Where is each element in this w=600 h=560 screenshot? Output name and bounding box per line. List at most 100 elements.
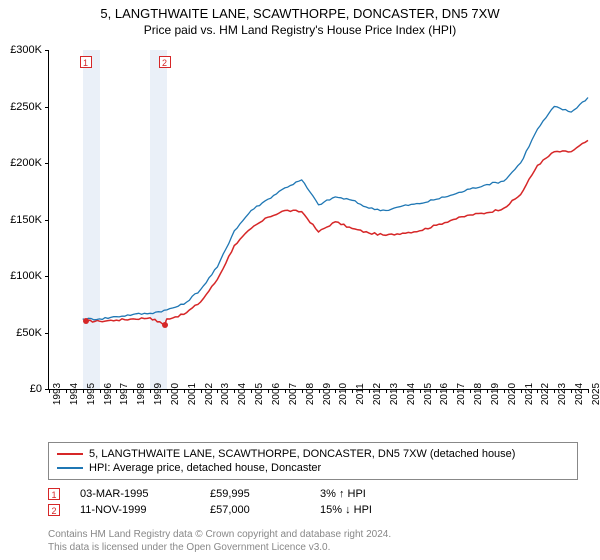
transaction-marker-icon: 2 (48, 504, 60, 516)
y-axis-label: £250K (10, 101, 42, 113)
y-axis-label: £150K (10, 214, 42, 226)
x-axis-label: 2021 (524, 383, 535, 405)
transaction-row: 1 03-MAR-1995 £59,995 3% ↑ HPI (48, 486, 578, 502)
transaction-dot (83, 318, 89, 324)
x-tick (150, 389, 151, 393)
y-tick (45, 107, 49, 108)
x-tick (133, 389, 134, 393)
x-axis-label: 1997 (119, 383, 130, 405)
transaction-row: 2 11-NOV-1999 £57,000 15% ↓ HPI (48, 502, 578, 518)
transaction-price: £57,000 (210, 504, 300, 516)
x-axis-label: 2000 (170, 383, 181, 405)
x-tick (420, 389, 421, 393)
x-axis-label: 2004 (237, 383, 248, 405)
x-axis-label: 2006 (271, 383, 282, 405)
footer-line1: Contains HM Land Registry data © Crown c… (48, 528, 391, 541)
x-tick (167, 389, 168, 393)
transaction-table: 1 03-MAR-1995 £59,995 3% ↑ HPI 2 11-NOV-… (48, 486, 578, 518)
chart-container: 5, LANGTHWAITE LANE, SCAWTHORPE, DONCAST… (0, 0, 600, 560)
x-tick (234, 389, 235, 393)
x-axis-label: 2022 (540, 383, 551, 405)
x-axis-label: 1996 (103, 383, 114, 405)
title-block: 5, LANGTHWAITE LANE, SCAWTHORPE, DONCAST… (0, 0, 600, 37)
x-axis-label: 2003 (220, 383, 231, 405)
x-tick (100, 389, 101, 393)
legend-label-price: 5, LANGTHWAITE LANE, SCAWTHORPE, DONCAST… (89, 448, 515, 460)
x-axis-label: 2020 (507, 383, 518, 405)
x-axis-label: 1993 (52, 383, 63, 405)
chart-subtitle: Price paid vs. HM Land Registry's House … (0, 23, 600, 37)
x-axis-label: 2008 (305, 383, 316, 405)
x-tick (554, 389, 555, 393)
legend-swatch-price (57, 453, 83, 455)
transaction-date: 11-NOV-1999 (80, 504, 190, 516)
transaction-marker: 2 (159, 56, 171, 68)
x-axis-label: 2018 (473, 383, 484, 405)
x-tick (386, 389, 387, 393)
x-axis-label: 2013 (389, 383, 400, 405)
x-tick (116, 389, 117, 393)
transaction-price: £59,995 (210, 488, 300, 500)
series-line (86, 140, 588, 324)
x-tick (403, 389, 404, 393)
x-tick (83, 389, 84, 393)
legend-swatch-hpi (57, 467, 83, 469)
transaction-pct: 3% ↑ HPI (320, 488, 430, 500)
x-axis-label: 2010 (338, 383, 349, 405)
series-line (83, 98, 588, 320)
x-tick (268, 389, 269, 393)
x-axis-label: 1995 (86, 383, 97, 405)
x-axis-label: 1999 (153, 383, 164, 405)
x-tick (571, 389, 572, 393)
x-tick (49, 389, 50, 393)
x-axis-label: 2017 (456, 383, 467, 405)
x-axis-label: 2014 (406, 383, 417, 405)
x-axis-label: 2016 (439, 383, 450, 405)
y-axis-label: £0 (30, 383, 42, 395)
legend-box: 5, LANGTHWAITE LANE, SCAWTHORPE, DONCAST… (48, 442, 578, 480)
legend-row-price: 5, LANGTHWAITE LANE, SCAWTHORPE, DONCAST… (57, 447, 569, 461)
x-axis-label: 2007 (288, 383, 299, 405)
legend-label-hpi: HPI: Average price, detached house, Donc… (89, 462, 321, 474)
x-axis-label: 2011 (355, 383, 366, 405)
x-axis-label: 2002 (204, 383, 215, 405)
y-axis-label: £200K (10, 157, 42, 169)
x-tick (487, 389, 488, 393)
x-axis-label: 2023 (557, 383, 568, 405)
y-tick (45, 220, 49, 221)
transaction-marker: 1 (80, 56, 92, 68)
footer-line2: This data is licensed under the Open Gov… (48, 541, 391, 554)
x-axis-label: 2009 (322, 383, 333, 405)
x-tick (184, 389, 185, 393)
x-tick (66, 389, 67, 393)
x-tick (588, 389, 589, 393)
x-tick (335, 389, 336, 393)
x-axis-label: 1994 (69, 383, 80, 405)
y-tick (45, 163, 49, 164)
x-tick (537, 389, 538, 393)
legend-row-hpi: HPI: Average price, detached house, Donc… (57, 461, 569, 475)
x-tick (521, 389, 522, 393)
x-axis-label: 2025 (591, 383, 600, 405)
x-tick (217, 389, 218, 393)
x-tick (319, 389, 320, 393)
x-tick (352, 389, 353, 393)
x-axis-label: 2005 (254, 383, 265, 405)
transaction-dot (162, 322, 168, 328)
x-axis-label: 2001 (187, 383, 198, 405)
x-tick (470, 389, 471, 393)
x-tick (285, 389, 286, 393)
chart-area: 12 £0£50K£100K£150K£200K£250K£300K199319… (48, 50, 588, 410)
x-tick (453, 389, 454, 393)
x-tick (436, 389, 437, 393)
footer-attribution: Contains HM Land Registry data © Crown c… (48, 528, 391, 554)
y-tick (45, 333, 49, 334)
x-axis-label: 2024 (574, 383, 585, 405)
line-layer (49, 50, 589, 390)
y-axis-label: £300K (10, 44, 42, 56)
x-tick (369, 389, 370, 393)
y-tick (45, 50, 49, 51)
transaction-pct: 15% ↓ HPI (320, 504, 430, 516)
plot-area: 12 (48, 50, 588, 390)
x-tick (201, 389, 202, 393)
